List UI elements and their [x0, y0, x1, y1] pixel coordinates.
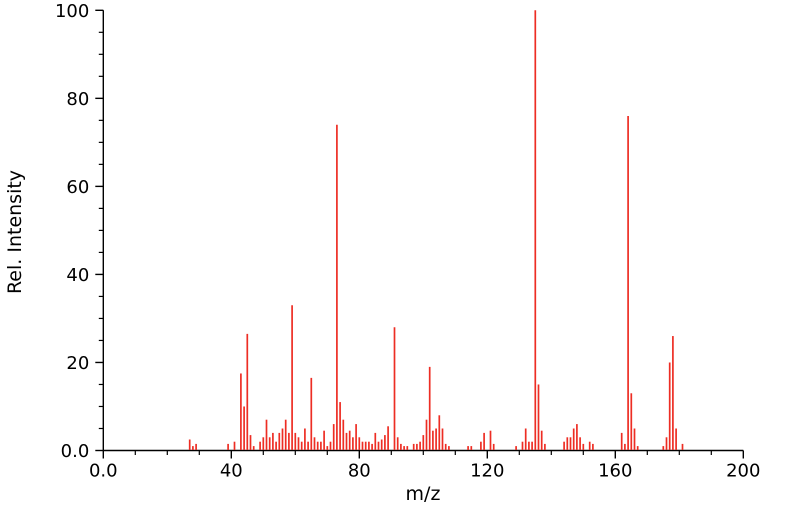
x-tick-label: 80: [348, 461, 371, 482]
x-axis-title: m/z: [405, 483, 441, 505]
y-tick-label: 80: [66, 89, 89, 110]
x-tick-label: 40: [220, 461, 243, 482]
x-tick-label: 160: [598, 461, 632, 482]
y-tick-label: 0.0: [61, 441, 90, 462]
x-tick-label: 120: [470, 461, 504, 482]
y-axis-title: Rel. Intensity: [4, 169, 26, 295]
y-tick-label: 40: [66, 265, 89, 286]
y-tick-label: 20: [66, 353, 89, 374]
y-tick-label: 60: [66, 177, 89, 198]
x-tick-label: 0.0: [89, 461, 118, 482]
x-tick-label: 200: [726, 461, 760, 482]
axis-spines: [102, 10, 744, 452]
y-tick-label: 100: [55, 1, 89, 22]
